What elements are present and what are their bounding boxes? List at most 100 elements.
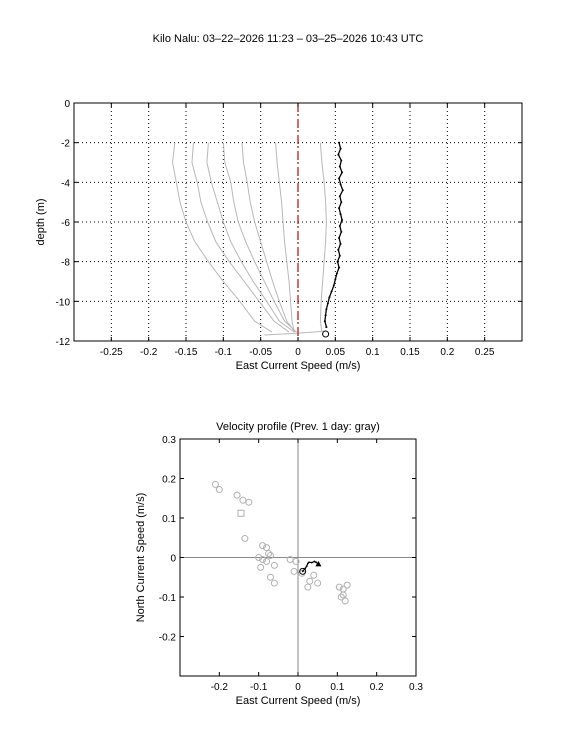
previous-point [339,591,347,599]
current-profile-point [332,284,335,287]
current-profile-point [338,195,341,198]
current-profile-point [340,230,343,233]
previous-point [257,563,265,571]
y-tick-label: 0.1 [162,514,176,525]
x-tick-label: -0.2 [140,347,158,358]
previous-point [259,542,267,550]
figure-title: Kilo Nalu: 03–22–2026 11:23 – 03–25–2026… [153,33,424,45]
current-profile-line [324,142,344,328]
previous-profile-line [241,142,296,333]
current-profile-point [325,326,328,329]
previous-point [259,555,267,563]
current-profile-point [338,254,341,257]
current-profile-point [338,165,341,168]
current-profile-point [340,159,343,162]
current-profile-point [341,219,344,222]
previous-point [266,552,274,560]
bottom-marker-circle [322,330,330,338]
current-track-point [313,560,316,563]
y-tick-label: -2 [61,139,70,150]
current-profile-point [337,248,340,251]
previous-point [335,583,343,591]
current-profile-point [330,290,333,293]
previous-point [343,581,351,589]
current-track-point [310,561,313,564]
previous-profile-line [191,142,290,333]
y-tick-label: -0.1 [159,593,177,604]
x-tick-label: -0.15 [175,347,198,358]
x-tick-label: -0.1 [250,682,268,693]
current-start-marker [299,567,307,575]
previous-point [337,593,345,601]
previous-point [215,486,223,494]
y-tick-label: 0 [64,99,70,110]
x-tick-label: 0.3 [409,682,423,693]
y-tick-label: 0 [170,554,176,565]
y-axis-label: North Current Speed (m/s) [135,493,147,623]
previous-point [255,554,263,561]
previous-point [239,496,247,504]
y-tick-label: 0.3 [162,435,176,446]
previous-profile-line [172,142,273,333]
current-profile-point [335,272,338,275]
x-axis-label: East Current Speed (m/s) [236,360,361,372]
current-profile-point [324,314,327,317]
current-track-point [308,561,310,564]
previous-point [292,557,300,565]
y-axis-label: depth (m) [35,198,47,245]
previous-point [241,535,249,543]
current-profile-point [325,308,328,311]
chart-title: Velocity profile (Prev. 1 day: gray) [216,421,380,433]
current-track-point [306,562,309,565]
current-profile-point [341,189,344,192]
x-tick-label: 0.15 [400,347,420,358]
y-tick-label: -6 [61,218,70,229]
previous-point [211,480,219,488]
y-tick-label: -4 [61,178,70,189]
y-tick-label: -12 [56,337,71,348]
current-profile-point [341,171,344,174]
current-profile-point [337,153,340,156]
previous-point [263,544,271,552]
previous-profile-line [222,142,297,333]
current-track-point [301,570,304,573]
x-tick-label: -0.2 [211,682,229,693]
current-track-point [315,561,317,564]
y-tick-label: -0.2 [159,633,177,644]
current-profile-point [338,141,341,144]
x-tick-label: -0.1 [215,347,233,358]
previous-point [306,577,314,585]
current-profile-point [338,207,341,210]
current-profile-point [339,183,342,186]
previous-point [341,597,349,605]
x-tick-label: 0.1 [330,682,344,693]
current-profile-point [328,296,331,299]
y-tick-label: -8 [61,258,70,269]
current-profile-point [338,236,341,239]
y-tick-label: -10 [56,297,71,308]
previous-point [245,498,253,506]
x-tick-label: 0.2 [440,347,454,358]
current-track-point [305,565,308,568]
x-tick-label: -0.25 [100,347,123,358]
previous-profile-line [275,142,295,333]
current-profile-point [339,147,342,150]
current-profile-point [339,213,342,216]
previous-point [233,491,241,499]
x-axis-label: East Current Speed (m/s) [236,695,361,707]
current-profile-point [338,177,341,180]
depth-profile-chart: -0.25 -0.2 -0.15 -0.1 -0.05 0 0.05 0.1 0.15 0.2 0.… [35,99,523,372]
previous-square-marker [237,509,245,517]
x-tick-label: 0 [295,682,301,693]
current-profile-point [338,266,341,269]
y-tick-label: 0.2 [162,475,176,486]
previous-point [304,583,312,591]
previous-profile-line [319,142,327,333]
x-tick-label: -0.05 [249,347,272,358]
current-profile-point [339,242,342,245]
previous-point [270,579,278,587]
previous-point [265,550,272,558]
x-tick-label: 0 [295,347,301,358]
x-tick-label: 0.2 [370,682,384,693]
